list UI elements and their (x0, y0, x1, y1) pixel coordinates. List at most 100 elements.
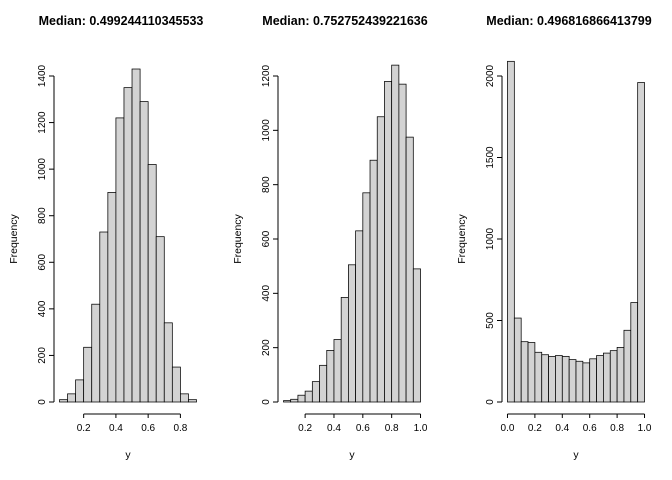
x-tick-label: 0.0 (501, 423, 515, 434)
histogram-bar (147, 164, 157, 403)
x-axis-label: y (349, 449, 355, 461)
x-tick-label: 1.0 (638, 423, 652, 434)
y-axis-label: Frequency (232, 213, 244, 263)
histogram-bar (561, 355, 570, 403)
histogram-bars (59, 68, 197, 403)
histogram-bar (575, 360, 584, 403)
x-tick-label: 0.6 (583, 423, 597, 434)
y-tick-label: 1000 (261, 119, 272, 142)
histogram-bar (568, 359, 577, 403)
x-tick-label: 0.8 (610, 423, 624, 434)
histogram-bar (603, 352, 611, 403)
y-tick-label: 800 (261, 176, 272, 193)
histogram-bar (99, 231, 109, 403)
histogram-bar (398, 83, 407, 403)
histogram-bar (369, 159, 378, 403)
histogram-bar (290, 398, 299, 403)
histogram-bar (616, 347, 625, 403)
x-tick-label: 0.8 (173, 423, 187, 434)
y-axis-label: Frequency (456, 213, 468, 263)
histogram-bar (155, 236, 165, 403)
histogram-bar (188, 399, 197, 403)
histogram-bar (391, 64, 400, 403)
y-tick-label: 0 (37, 399, 48, 405)
histogram-bar (131, 68, 141, 403)
y-tick-label: 1000 (485, 227, 496, 250)
histogram-bar (180, 393, 189, 403)
histogram-panel-2: Median: 0.752752439221636 0 200 400 600 800 1… (224, 0, 448, 480)
panel-title-2: Median: 0.752752439221636 (262, 14, 427, 28)
histogram-bar (326, 350, 335, 403)
histogram-bar (304, 390, 313, 403)
x-tick-label: 0.6 (141, 423, 155, 434)
x-axis-label: y (125, 449, 131, 461)
histogram-bar (513, 317, 522, 403)
histogram-bar (107, 192, 117, 403)
x-tick-label: 0.2 (528, 423, 542, 434)
histogram-bar (123, 87, 133, 403)
y-tick-label: 1400 (37, 64, 48, 87)
histogram-bar (412, 268, 421, 403)
histogram-bar (534, 351, 543, 403)
histogram-bar (548, 355, 556, 403)
x-axis: 0.2 0.4 0.6 0.8 (77, 413, 188, 434)
y-tick-label: 800 (37, 207, 48, 224)
histogram-bar (637, 82, 645, 403)
plot-3: 0 500 1000 1500 2000 Frequency 0.0 0.2 0.4 0.6 0.8… (456, 60, 652, 461)
y-axis: 0 200 400 600 800 1000 1200 (261, 64, 279, 405)
histogram-panel-1: Median: 0.499244110345533 0 200 400 600 800 1… (0, 0, 224, 480)
x-axis: 0.0 0.2 0.4 0.6 0.8 1.0 (501, 413, 652, 434)
x-tick-label: 0.4 (555, 423, 569, 434)
histogram-bar (589, 358, 597, 403)
x-tick-label: 1.0 (414, 423, 428, 434)
histogram-bar (541, 354, 549, 403)
histogram-bar (376, 116, 385, 403)
x-tick-label: 0.2 (77, 423, 91, 434)
y-axis: 0 500 1000 1500 2000 (485, 64, 503, 405)
histogram-svg-2: Median: 0.752752439221636 0 200 400 600 800 1… (232, 14, 428, 461)
histogram-svg-3: Median: 0.496816866413799 0 500 1000 1500 20… (456, 14, 652, 461)
histogram-bar (527, 342, 536, 403)
histogram-bar (91, 303, 101, 403)
y-tick-label: 1200 (261, 64, 272, 87)
histogram-bar (630, 302, 639, 403)
histogram-bar (555, 355, 563, 403)
histogram-bar (355, 230, 364, 403)
histogram-bar (609, 350, 618, 403)
y-tick-label: 400 (261, 285, 272, 302)
histogram-bar (171, 366, 181, 403)
histogram-bar (67, 393, 76, 403)
histogram-bar (163, 322, 173, 403)
y-tick-label: 600 (37, 254, 48, 271)
histogram-svg-1: Median: 0.499244110345533 0 200 400 600 800 1… (8, 14, 204, 461)
y-tick-label: 1200 (37, 111, 48, 134)
y-tick-label: 1000 (37, 158, 48, 181)
histogram-bars (507, 60, 645, 403)
y-tick-label: 1500 (485, 146, 496, 169)
y-tick-label: 200 (261, 339, 272, 356)
plot-2: 0 200 400 600 800 1000 1200 Frequency 0.2 0.4 0.6 0… (232, 64, 428, 461)
histogram-bar (75, 379, 85, 403)
y-tick-label: 200 (37, 347, 48, 364)
histogram-bar (139, 101, 149, 403)
histogram-bar (623, 329, 632, 403)
histogram-bar (333, 339, 342, 403)
panel-title-1: Median: 0.499244110345533 (39, 14, 204, 28)
histogram-bar (520, 341, 529, 403)
histogram-bars (283, 64, 421, 403)
histogram-bar (297, 394, 306, 403)
y-tick-label: 0 (485, 399, 496, 405)
histogram-bar (348, 264, 356, 403)
histogram-bar (596, 355, 604, 403)
y-tick-label: 0 (261, 399, 272, 405)
histogram-bar (362, 192, 371, 403)
y-axis: 0 200 400 600 800 1000 1200 1400 (37, 64, 55, 405)
histogram-bar (311, 381, 320, 403)
histogram-bar (384, 81, 393, 403)
x-axis-label: y (573, 449, 579, 461)
y-tick-label: 500 (485, 312, 496, 329)
histogram-bar (59, 399, 68, 403)
y-tick-label: 600 (261, 230, 272, 247)
x-axis: 0.2 0.4 0.6 0.8 1.0 (298, 413, 428, 434)
